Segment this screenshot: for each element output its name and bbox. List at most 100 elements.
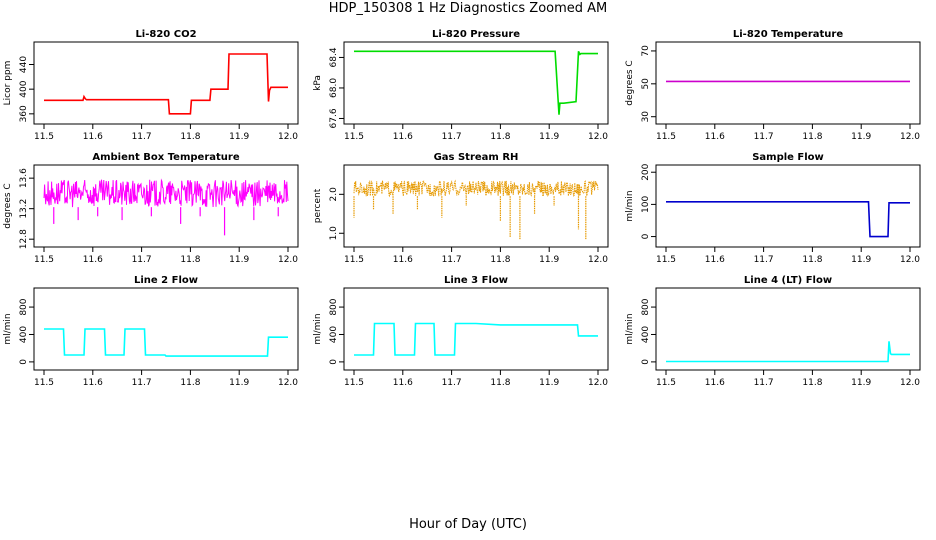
x-tick-label: 11.8 bbox=[180, 255, 200, 265]
x-tick-label: 11.6 bbox=[393, 255, 413, 265]
x-tick-label: 11.7 bbox=[442, 378, 462, 388]
y-axis-label: ml/min bbox=[313, 313, 323, 344]
x-tick-label: 11.7 bbox=[442, 132, 462, 142]
y-tick-label: 800 bbox=[329, 298, 339, 315]
x-tick-label: 11.8 bbox=[802, 132, 822, 142]
series-noise-rh bbox=[353, 179, 599, 198]
panel-frame bbox=[33, 164, 299, 248]
x-tick-label: 11.7 bbox=[132, 255, 152, 265]
y-tick-label: 0 bbox=[19, 359, 29, 365]
x-tick-label: 11.9 bbox=[539, 132, 559, 142]
y-tick-label: 200 bbox=[641, 163, 651, 180]
panel-co2: Li-820 CO2 Licor ppm 11.5 11.6 11.7 11.8 11.9 1… bbox=[3, 29, 299, 142]
figure-title: HDP_150308 1 Hz Diagnostics Zoomed AM bbox=[328, 1, 608, 16]
x-tick-label: 11.9 bbox=[229, 255, 249, 265]
x-tick-label: 11.7 bbox=[754, 132, 774, 142]
y-axis-label: kPa bbox=[313, 75, 323, 91]
x-tick-label: 11.9 bbox=[851, 378, 871, 388]
panel-temp: Li-820 Temperature degrees C 11.5 11.6 11.7 1… bbox=[625, 29, 921, 142]
y-axis-label: degrees C bbox=[3, 183, 13, 228]
x-tick-label: 11.6 bbox=[705, 255, 725, 265]
x-tick-label: 11.7 bbox=[132, 378, 152, 388]
panel-title: Gas Stream RH bbox=[434, 152, 519, 163]
x-tick-label: 11.9 bbox=[851, 255, 871, 265]
x-tick-label: 12.0 bbox=[900, 378, 920, 388]
panel-frame bbox=[343, 41, 609, 125]
x-tick-label: 12.0 bbox=[900, 132, 920, 142]
x-tick-label: 11.6 bbox=[83, 255, 103, 265]
x-tick-label: 11.8 bbox=[490, 255, 510, 265]
y-tick-label: 800 bbox=[641, 298, 651, 315]
panel-frame bbox=[33, 41, 299, 125]
y-tick-label: 400 bbox=[641, 326, 651, 343]
y-tick-label: 68.0 bbox=[329, 78, 339, 98]
series-line-sample bbox=[666, 201, 910, 238]
panel-title: Line 3 Flow bbox=[444, 275, 508, 286]
panel-frame bbox=[655, 287, 921, 371]
series-line-co2 bbox=[44, 53, 288, 115]
x-tick-label: 11.6 bbox=[393, 132, 413, 142]
x-tick-label: 11.5 bbox=[656, 132, 676, 142]
series-line-line3 bbox=[354, 322, 598, 356]
panel-title: Ambient Box Temperature bbox=[92, 152, 239, 163]
panel-rh: Gas Stream RH percent 11.5 11.6 11.7 11.8 11.9… bbox=[313, 152, 609, 265]
y-tick-label: 70 bbox=[641, 45, 651, 57]
y-tick-label: 400 bbox=[19, 326, 29, 343]
x-tick-label: 11.9 bbox=[851, 132, 871, 142]
x-tick-label: 11.5 bbox=[344, 378, 364, 388]
x-tick-label: 11.6 bbox=[705, 378, 725, 388]
y-axis-label: Licor ppm bbox=[3, 61, 13, 106]
series-line-line4 bbox=[666, 341, 910, 363]
panel-line3: Line 3 Flow ml/min 11.5 11.6 11.7 11.8 11.9 12.… bbox=[313, 275, 609, 388]
y-tick-label: 400 bbox=[19, 80, 29, 97]
x-tick-label: 11.7 bbox=[754, 255, 774, 265]
x-tick-label: 11.6 bbox=[393, 378, 413, 388]
y-axis-label: percent bbox=[313, 188, 323, 223]
panel-line4: Line 4 (LT) Flow ml/min 11.5 11.6 11.7 11.8 11… bbox=[625, 275, 921, 388]
x-tick-label: 11.8 bbox=[802, 255, 822, 265]
panel-frame bbox=[655, 41, 921, 125]
x-tick-label: 11.9 bbox=[229, 378, 249, 388]
y-tick-label: 800 bbox=[19, 298, 29, 315]
x-tick-label: 12.0 bbox=[278, 255, 298, 265]
panel-boxtemp: Ambient Box Temperature degrees C 11.5 11.6… bbox=[3, 152, 299, 265]
panel-frame bbox=[655, 164, 921, 248]
panel-title: Li-820 Pressure bbox=[432, 29, 520, 40]
x-tick-label: 12.0 bbox=[900, 255, 920, 265]
panel-sample: Sample Flow ml/min 11.5 11.6 11.7 11.8 11.9 12.… bbox=[625, 152, 921, 265]
series-noise-boxtemp bbox=[43, 178, 289, 208]
x-tick-label: 11.5 bbox=[344, 255, 364, 265]
y-tick-label: 360 bbox=[19, 105, 29, 122]
x-tick-label: 11.5 bbox=[344, 132, 364, 142]
panel-title: Sample Flow bbox=[752, 152, 824, 163]
x-tick-label: 11.7 bbox=[754, 378, 774, 388]
x-tick-label: 12.0 bbox=[588, 255, 608, 265]
y-tick-label: 0 bbox=[641, 233, 651, 239]
x-tick-label: 11.6 bbox=[83, 132, 103, 142]
y-tick-label: 12.8 bbox=[19, 229, 29, 249]
x-tick-label: 11.7 bbox=[132, 132, 152, 142]
figure-x-axis-label: Hour of Day (UTC) bbox=[409, 517, 527, 532]
x-tick-label: 11.8 bbox=[180, 132, 200, 142]
panel-pressure: Li-820 Pressure kPa 11.5 11.6 11.7 11.8 11.9 12… bbox=[313, 29, 609, 142]
y-tick-label: 67.6 bbox=[329, 108, 339, 128]
x-tick-label: 11.8 bbox=[802, 378, 822, 388]
panel-line2: Line 2 Flow ml/min 11.5 11.6 11.7 11.8 11.9 12.… bbox=[3, 275, 299, 388]
x-tick-label: 11.8 bbox=[180, 378, 200, 388]
x-tick-label: 11.7 bbox=[442, 255, 462, 265]
panel-title: Line 2 Flow bbox=[134, 275, 198, 286]
y-tick-label: 13.2 bbox=[19, 199, 29, 219]
y-axis-label: ml/min bbox=[625, 190, 635, 221]
panel-title: Li-820 CO2 bbox=[135, 29, 196, 40]
y-tick-label: 400 bbox=[329, 326, 339, 343]
x-tick-label: 12.0 bbox=[588, 378, 608, 388]
series-line-pressure bbox=[354, 50, 598, 115]
x-tick-label: 11.9 bbox=[539, 255, 559, 265]
x-tick-label: 12.0 bbox=[588, 132, 608, 142]
x-tick-label: 11.5 bbox=[656, 378, 676, 388]
y-tick-label: 0 bbox=[641, 359, 651, 365]
panel-title: Li-820 Temperature bbox=[733, 29, 843, 40]
y-axis-label: ml/min bbox=[625, 313, 635, 344]
panel-title: Line 4 (LT) Flow bbox=[744, 275, 832, 286]
